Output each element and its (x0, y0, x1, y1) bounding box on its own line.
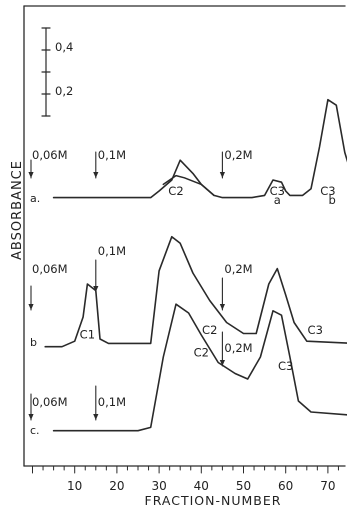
x-tick-label: 60 (278, 479, 293, 493)
salt-step-arrowhead (28, 304, 34, 310)
peak-label: C2 (168, 184, 183, 198)
salt-step-arrowhead (93, 414, 99, 420)
x-axis: 10 20 30 40 50 60 70 (23, 465, 346, 493)
series-label: a. (30, 192, 40, 205)
salt-step-label: 0,06M (32, 262, 68, 276)
curve-b (44, 235, 347, 348)
peak-label: a (274, 193, 281, 207)
x-tick-label: 10 (67, 479, 82, 493)
peak-label: C3 (278, 359, 293, 373)
salt-step-label: 0,1M (98, 148, 126, 162)
x-tick-label: 70 (320, 479, 335, 493)
x-tick-label: 30 (151, 479, 166, 493)
salt-step-label: 0,06M (32, 395, 68, 409)
absorbance-scale-bar: 0,4 0,2 (41, 27, 73, 117)
salt-step-label: 0,2M (224, 341, 252, 355)
salt-step-arrowhead (28, 172, 34, 178)
salt-step-label: 0,06M (32, 148, 68, 162)
series-label: c. (30, 424, 40, 437)
curve-overlay (162, 174, 215, 197)
peak-label: C3 (320, 184, 335, 198)
peak-label: C3 (308, 323, 323, 337)
y-axis-label: ABSORBANCE (10, 160, 25, 260)
salt-step-label: 0,1M (98, 244, 126, 258)
salt-step-label: 0,2M (224, 148, 252, 162)
elution-curves (44, 98, 347, 432)
salt-step-arrowhead (93, 172, 99, 178)
series-label: b (30, 336, 37, 349)
salt-step-label: 0,2M (224, 262, 252, 276)
peak-label: C2 (194, 346, 209, 360)
curve-a (52, 98, 347, 199)
peak-label: C1 (80, 328, 95, 342)
salt-step-arrowhead (219, 360, 225, 366)
peak-label: C3 (270, 184, 285, 198)
scale-bar-label: 0,2 (55, 84, 73, 98)
frame (23, 5, 346, 467)
salt-step-arrowhead (93, 286, 99, 292)
salt-step-arrowhead (219, 172, 225, 178)
salt-step-arrowhead (28, 414, 34, 420)
salt-step-arrowhead (219, 304, 225, 310)
curve-c (52, 303, 347, 432)
x-tick-label: 20 (109, 479, 124, 493)
x-tick-label: 50 (236, 479, 251, 493)
salt-step-label: 0,1M (98, 395, 126, 409)
peak-label: C2 (202, 323, 217, 337)
peak-label: b (328, 193, 335, 207)
x-tick-label: 40 (194, 479, 209, 493)
x-axis-label: FRACTION-NUMBER (145, 493, 282, 508)
scale-bar-label: 0,4 (55, 40, 73, 54)
